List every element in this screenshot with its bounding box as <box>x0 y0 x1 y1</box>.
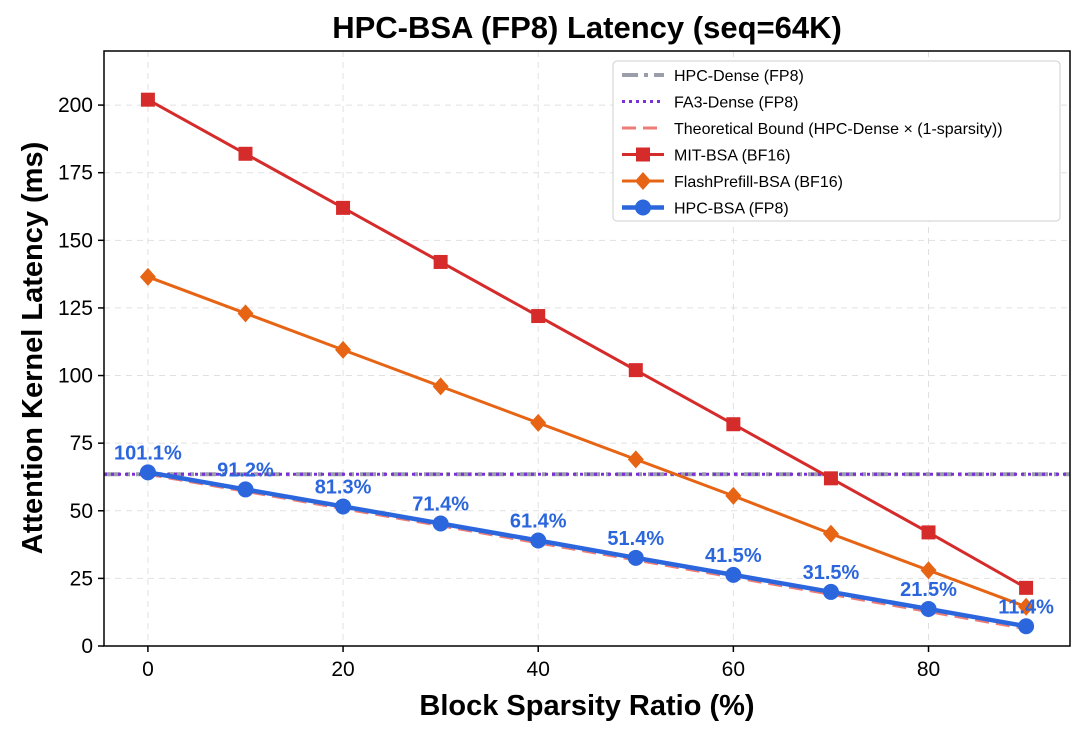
y-tick-label: 175 <box>58 162 93 185</box>
series-3-point <box>1018 618 1035 635</box>
series-3-point <box>920 600 937 617</box>
y-tick-label: 100 <box>58 365 93 388</box>
series-2-point <box>432 377 449 396</box>
annotation-label: 11.4% <box>998 596 1054 618</box>
annotation-label: 21.5% <box>900 579 957 601</box>
legend-label-3: MIT-BSA (BF16) <box>674 148 790 165</box>
chart-title: HPC-BSA (FP8) Latency (seq=64K) <box>332 10 842 45</box>
series-2-point <box>335 340 352 359</box>
series-3-point <box>432 515 449 532</box>
series-line-1 <box>147 98 1027 590</box>
series-1-point <box>921 525 936 540</box>
series-1-point <box>433 254 448 269</box>
series-3-point <box>237 481 254 498</box>
series-1-point <box>823 471 838 486</box>
series-2-point <box>822 524 839 543</box>
x-tick-label: 60 <box>722 658 745 681</box>
annotation-label: 61.4% <box>510 511 567 533</box>
x-axis-label: Block Sparsity Ratio (%) <box>419 690 754 722</box>
y-tick-label: 150 <box>58 229 93 252</box>
x-tick-label: 80 <box>917 658 940 681</box>
annotation-label: 101.1% <box>114 442 182 464</box>
series-1-point <box>628 363 643 378</box>
series-2-point <box>725 486 742 505</box>
y-tick-label: 50 <box>70 500 93 523</box>
series-1-point <box>336 200 351 215</box>
x-tick-label: 40 <box>527 658 550 681</box>
series-1-point <box>140 92 155 107</box>
series-3-point <box>335 498 352 515</box>
legend-marker-5 <box>635 199 651 216</box>
legend-label-2: Theoretical Bound (HPC-Dense × (1-sparsi… <box>674 121 1003 138</box>
series-1-point <box>238 146 253 161</box>
series-3-point <box>822 583 839 600</box>
y-axis-label: Attention Kernel Latency (ms) <box>17 142 49 555</box>
legend-marker-4 <box>635 172 651 190</box>
annotation-label: 31.5% <box>803 562 860 584</box>
y-tick-label: 25 <box>70 567 93 590</box>
series-2-point <box>237 304 254 323</box>
series-3-point <box>530 532 547 549</box>
series-3-point <box>725 566 742 583</box>
annotation-label: 91.2% <box>217 459 274 481</box>
legend-label-0: HPC-Dense (FP8) <box>674 68 804 85</box>
y-tick-label: 0 <box>81 635 93 658</box>
series-2-point <box>530 413 547 432</box>
legend-label-4: FlashPrefill-BSA (BF16) <box>674 174 843 191</box>
legend-label-5: HPC-BSA (FP8) <box>674 201 789 218</box>
annotation-label: 81.3% <box>315 476 372 498</box>
annotation-label: 51.4% <box>607 528 664 550</box>
series-1-point <box>726 417 741 432</box>
y-tick-label: 200 <box>58 94 93 117</box>
series-2-point <box>920 561 937 580</box>
legend-box <box>612 60 1061 222</box>
y-axis-ticks: 0 25 50 75 100 125 150 175 200 <box>58 94 104 658</box>
series-3-point <box>139 464 156 481</box>
y-tick-label: 125 <box>58 297 93 320</box>
legend-marker-3 <box>636 147 650 162</box>
series-1-point <box>531 309 546 324</box>
plot-frame <box>103 50 1071 647</box>
annotation-label: 41.5% <box>705 545 762 567</box>
series-lines <box>139 92 1035 635</box>
series-line-2 <box>147 275 1027 609</box>
legend-label-1: FA3-Dense (FP8) <box>674 95 798 112</box>
legend: HPC-Dense (FP8) FA3-Dense (FP8) Theoretica… <box>612 60 1061 222</box>
y-tick-label: 75 <box>70 432 93 455</box>
percentage-annotations: 101.1% 91.2% 81.3% 71.4% 61.4% 51.4% 41.5% 31.5… <box>114 442 1054 618</box>
series-3-point <box>627 549 644 566</box>
series-2-point <box>1018 597 1035 616</box>
series-1-point <box>1019 580 1034 595</box>
annotation-label: 71.4% <box>412 493 469 515</box>
x-axis-ticks: 0 20 40 60 80 <box>142 646 940 681</box>
x-tick-label: 0 <box>142 658 154 681</box>
series-2-point <box>627 450 644 469</box>
series-2-point <box>139 267 156 286</box>
series-line-3 <box>147 470 1027 629</box>
x-tick-label: 20 <box>331 658 354 681</box>
